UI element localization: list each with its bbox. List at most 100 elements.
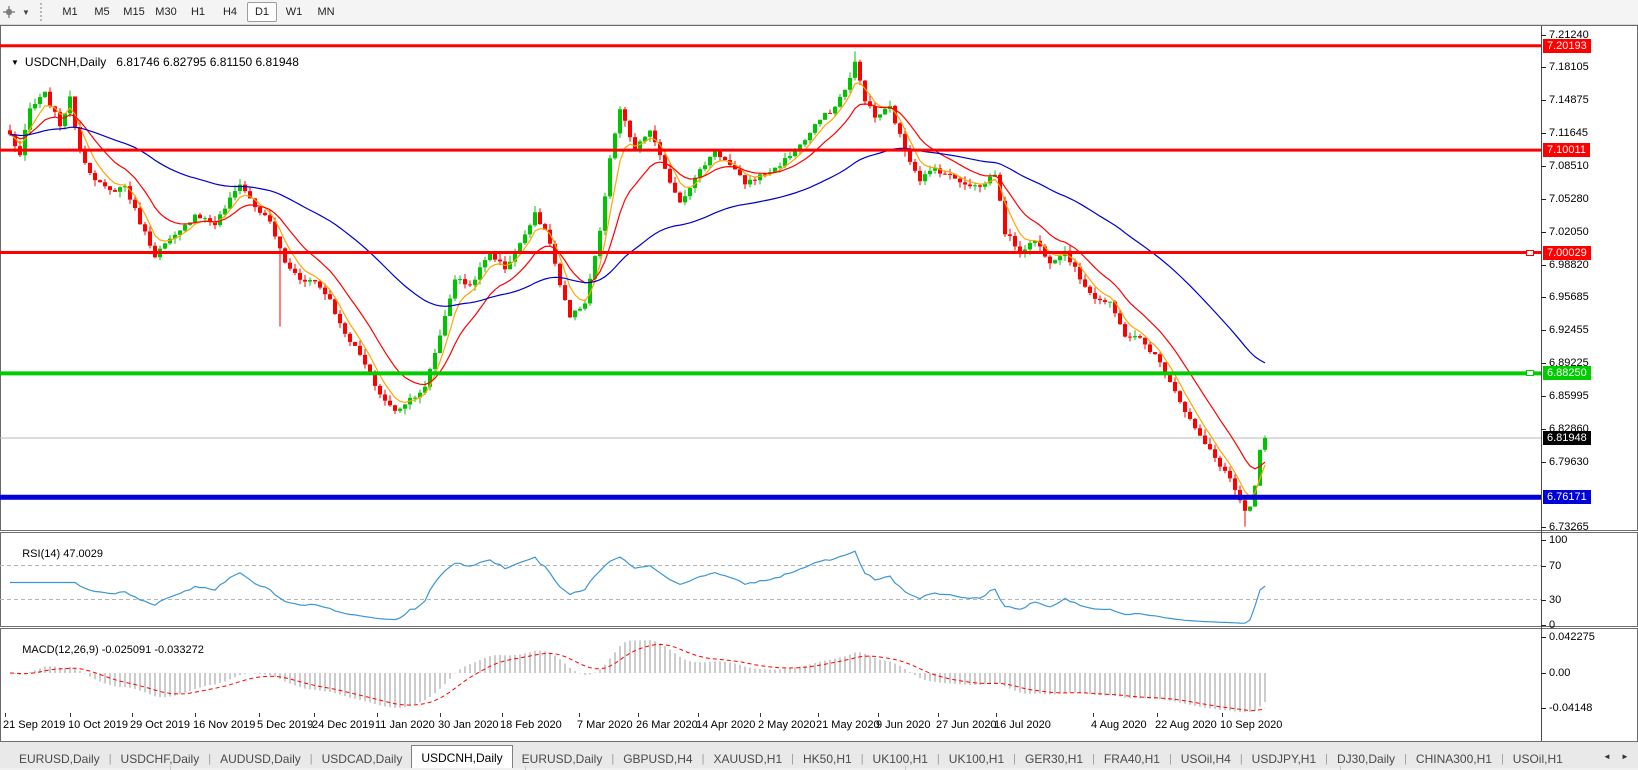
date-axis-label: 5 Dec 2019 xyxy=(257,719,314,731)
price-axis-label: 6.79630 xyxy=(1549,455,1589,468)
chevron-down-icon: ▼ xyxy=(11,57,19,67)
chart-tab-HK50-H1[interactable]: HK50,H1 xyxy=(802,752,852,766)
tab-separator: | xyxy=(1500,753,1504,765)
rsi-axis-label: 0 xyxy=(1549,619,1556,631)
toolbar-grip[interactable] xyxy=(40,3,44,21)
chart-tab-XAUUSD-H1[interactable]: XAUUSD,H1 xyxy=(713,752,783,766)
chart-tab-UK100-H1[interactable]: UK100,H1 xyxy=(872,752,928,766)
date-axis-label: 21 Sep 2019 xyxy=(3,719,66,731)
macd-indicator-label: MACD(12,26,9) -0.025091 -0.033272 xyxy=(22,644,204,656)
price-line-badge-7.20193: 7.20193 xyxy=(1543,38,1591,53)
scroll-left-icon[interactable]: ◄ xyxy=(1603,752,1611,761)
candlestick-series xyxy=(8,51,1267,527)
timeframe-buttons: M1 M5 M15 M30 H1 H4 D1 W1 MN xyxy=(54,2,342,22)
date-tick xyxy=(70,713,71,717)
tab-separator: | xyxy=(1325,753,1329,765)
chart-canvas[interactable] xyxy=(0,0,1541,742)
price-line-badge-6.76171: 6.76171 xyxy=(1543,490,1591,505)
chart-tab-USOil-H4[interactable]: USOil,H4 xyxy=(1180,752,1231,766)
price-axis-label: 7.02050 xyxy=(1549,225,1589,238)
rsi-tick xyxy=(1541,565,1546,567)
chevron-down-icon[interactable]: ▼ xyxy=(22,7,30,17)
chart-tab-DJ30-Daily[interactable]: DJ30,Daily xyxy=(1337,752,1396,766)
tab-separator: | xyxy=(936,753,940,765)
rsi-tick xyxy=(1541,540,1546,541)
rsi-pane[interactable] xyxy=(0,550,1541,624)
date-axis-label: 14 Apr 2020 xyxy=(696,719,756,731)
chart-tab-EURUSD-Daily[interactable]: EURUSD,Daily xyxy=(19,752,100,766)
moving-average-line-5 xyxy=(9,82,1266,498)
timeframe-button-M15[interactable]: M15 xyxy=(123,6,145,18)
status-divider xyxy=(1340,766,1341,770)
date-tick xyxy=(502,713,503,717)
rsi-line xyxy=(10,550,1266,624)
chart-tab-GER30-H1[interactable]: GER30,H1 xyxy=(1025,752,1084,766)
macd-pane[interactable] xyxy=(9,640,1266,713)
date-tick xyxy=(440,713,441,717)
chart-tab-GBPUSD-H4[interactable]: GBPUSD,H4 xyxy=(623,752,693,766)
tab-separator: | xyxy=(108,753,112,765)
macd-axis-label: 0.042275 xyxy=(1549,631,1595,644)
timeframe-button-MN[interactable]: MN xyxy=(317,6,335,18)
tab-separator: | xyxy=(860,753,864,765)
date-tick xyxy=(5,713,6,717)
price-axis-label: 6.95685 xyxy=(1549,291,1589,304)
date-tick xyxy=(1157,713,1158,717)
chart-title: ▼ USDCNH,Daily 6.81746 6.82795 6.81150 6… xyxy=(11,55,299,69)
date-axis-label: 11 Jan 2020 xyxy=(375,719,435,731)
date-axis-label: 7 Mar 2020 xyxy=(577,719,633,731)
chart-tab-USDCHF-Daily[interactable]: USDCHF,Daily xyxy=(120,752,200,766)
crosshair-tool-icon[interactable] xyxy=(0,2,18,22)
price-axis-label: 7.14875 xyxy=(1549,94,1589,107)
chart-window[interactable]: ▼ USDCNH,Daily 6.81746 6.82795 6.81150 6… xyxy=(0,25,1638,742)
date-axis-label: 9 Jun 2020 xyxy=(876,719,931,731)
chart-tab-UK100-H1[interactable]: UK100,H1 xyxy=(948,752,1005,766)
line-handle[interactable] xyxy=(1526,249,1534,256)
macd-axis-label: 0.00 xyxy=(1549,667,1571,679)
date-tick xyxy=(579,713,580,717)
time-axis-border xyxy=(0,741,1638,742)
rsi-axis-label: 100 xyxy=(1549,534,1568,546)
macd-signal-line xyxy=(9,643,1266,712)
status-divider xyxy=(525,766,526,770)
chart-tab-USOil-H1[interactable]: USOil,H1 xyxy=(1512,752,1563,766)
chart-tab-FRA40-H1[interactable]: FRA40,H1 xyxy=(1103,752,1160,766)
macd-axis-label: -0.04148 xyxy=(1549,702,1593,715)
date-axis-label: 27 Jun 2020 xyxy=(936,719,997,731)
timeframe-toolbar: ▼ M1 M5 M15 M30 H1 H4 D1 W1 MN xyxy=(0,0,1638,25)
tab-separator: | xyxy=(309,753,313,765)
chart-tab-CHINA300-H1[interactable]: CHINA300,H1 xyxy=(1415,752,1492,766)
date-axis-label: 22 Aug 2020 xyxy=(1155,719,1217,731)
moving-average-line-13 xyxy=(9,103,1266,470)
chart-tab-USDCAD-Daily[interactable]: USDCAD,Daily xyxy=(321,752,403,766)
price-tick xyxy=(1541,165,1546,167)
date-tick xyxy=(1222,713,1223,717)
chart-tab-EURUSD-Daily[interactable]: EURUSD,Daily xyxy=(521,752,603,766)
chart-tab-USDCNH-Daily[interactable]: USDCNH,Daily xyxy=(411,745,513,770)
tab-separator: | xyxy=(1092,753,1095,765)
scroll-right-icon[interactable]: ► xyxy=(1621,752,1629,761)
chart-tab-bar: EURUSD,Daily | USDCHF,Daily | AUDUSD,Daily | U… xyxy=(0,742,1638,770)
timeframe-button-D1[interactable]: D1 xyxy=(247,2,277,22)
timeframe-button-W1[interactable]: W1 xyxy=(285,6,303,18)
pane-separator[interactable] xyxy=(0,530,1638,533)
timeframe-button-M5[interactable]: M5 xyxy=(94,6,110,18)
ohlc-values: 6.81746 6.82795 6.81150 6.81948 xyxy=(116,55,299,69)
main-chart-pane[interactable] xyxy=(0,44,1541,527)
pane-separator[interactable] xyxy=(0,626,1638,629)
price-axis-label: 7.08510 xyxy=(1549,159,1589,172)
rsi-indicator-label: RSI(14) 47.0029 xyxy=(22,548,103,560)
date-tick xyxy=(314,713,315,717)
price-tick xyxy=(1541,330,1546,332)
price-tick xyxy=(1541,527,1546,528)
chart-tab-AUDUSD-Daily[interactable]: AUDUSD,Daily xyxy=(220,752,301,766)
line-handle[interactable] xyxy=(1526,370,1534,377)
tab-separator: | xyxy=(1239,753,1243,765)
chart-tab-USDJPY-H1[interactable]: USDJPY,H1 xyxy=(1251,752,1317,766)
timeframe-button-H4[interactable]: H4 xyxy=(222,6,238,18)
timeframe-button-M30[interactable]: M30 xyxy=(155,6,177,18)
timeframe-button-M1[interactable]: M1 xyxy=(62,6,78,18)
date-tick xyxy=(698,713,699,717)
timeframe-button-H1[interactable]: H1 xyxy=(190,6,206,18)
